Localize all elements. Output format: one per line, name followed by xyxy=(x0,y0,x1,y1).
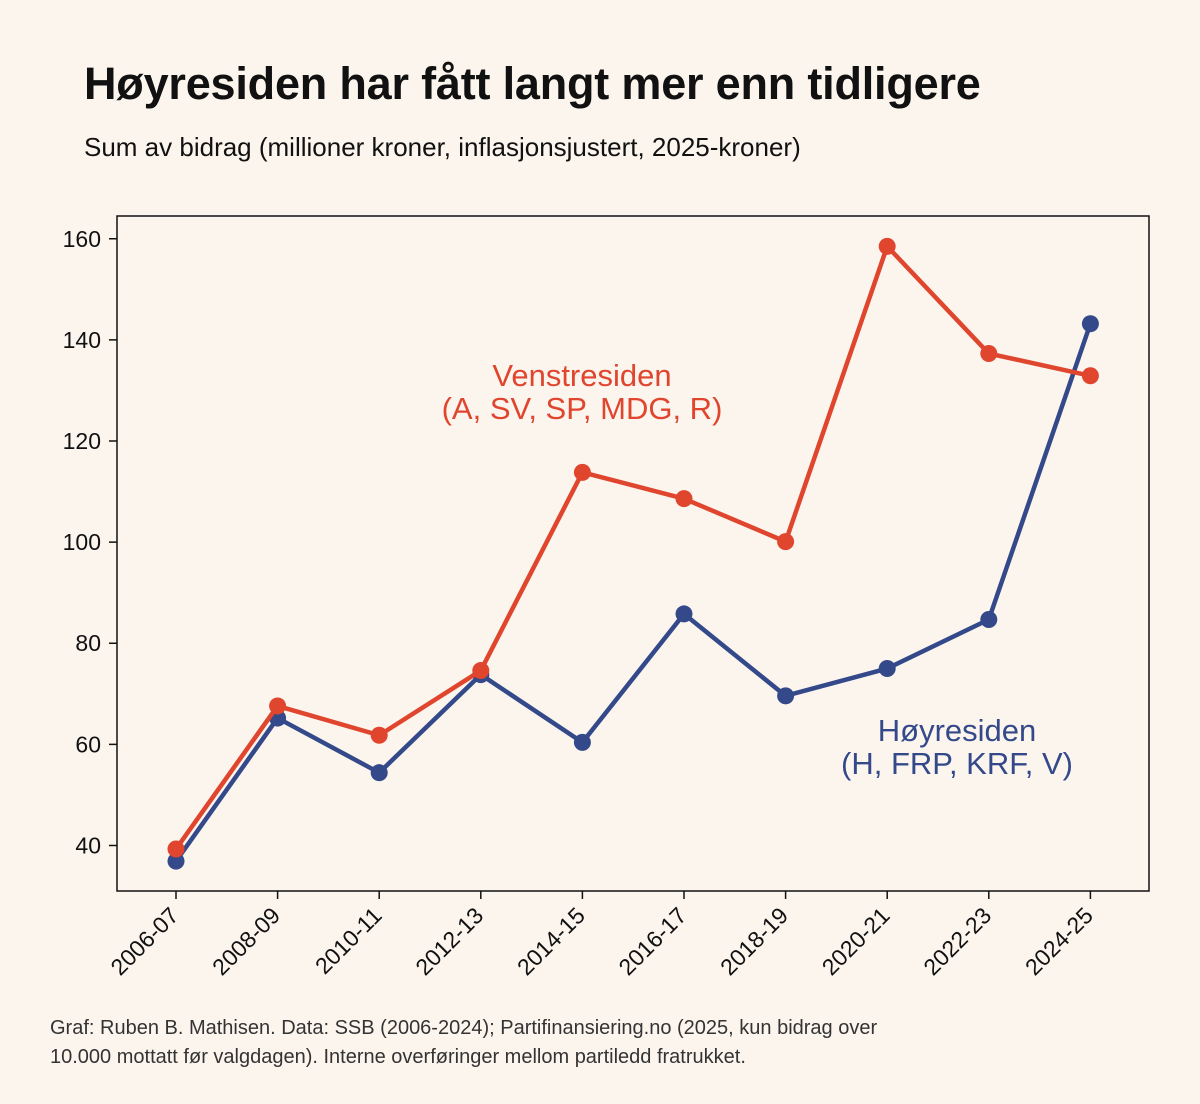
y-tick-label: 100 xyxy=(63,529,101,555)
x-tick-label: 2022-23 xyxy=(918,902,996,980)
series-layer xyxy=(167,237,1099,870)
series-label-hoyre-line1: Høyresiden xyxy=(878,713,1037,748)
data-point-venstre xyxy=(472,662,490,680)
y-axis: 40 60 80 100 120 140 160 xyxy=(63,226,117,858)
y-tick-label: 60 xyxy=(75,731,101,757)
x-tick-label: 2016-17 xyxy=(613,902,691,980)
y-tick-label: 80 xyxy=(75,630,101,656)
series-labels: Venstresiden (A, SV, SP, MDG, R) Høyresi… xyxy=(442,358,1073,781)
data-point-hoyre xyxy=(675,605,693,623)
y-tick-label: 120 xyxy=(63,428,101,454)
data-point-venstre xyxy=(269,697,287,715)
series-label-venstre-line2: (A, SV, SP, MDG, R) xyxy=(442,391,723,426)
plot-frame xyxy=(116,215,1150,892)
y-tick-label: 160 xyxy=(63,226,101,252)
x-axis: 2006-07 2008-09 2010-11 2012-13 2014-15 2016-… xyxy=(105,891,1098,980)
data-point-venstre xyxy=(573,463,591,481)
series-label-venstre-line1: Venstresiden xyxy=(492,358,671,393)
caption-line-1: Graf: Ruben B. Mathisen. Data: SSB (2006… xyxy=(50,1017,878,1039)
y-tick-label: 40 xyxy=(75,832,101,858)
data-point-venstre xyxy=(777,533,795,551)
chart-subtitle: Sum av bidrag (millioner kroner, inflasj… xyxy=(84,132,801,162)
x-tick-label: 2006-07 xyxy=(105,902,183,980)
chart-title: Høyresiden har fått langt mer enn tidlig… xyxy=(84,58,981,109)
data-point-hoyre xyxy=(878,660,896,678)
x-tick-label: 2024-25 xyxy=(1020,902,1098,980)
series-line-hoyre xyxy=(173,321,1093,864)
series-venstre xyxy=(167,237,1099,858)
data-point-venstre xyxy=(167,840,185,858)
x-tick-label: 2014-15 xyxy=(512,902,590,980)
data-point-hoyre xyxy=(573,733,591,751)
data-point-venstre xyxy=(878,237,896,255)
series-line-venstre xyxy=(173,244,1093,852)
y-tick-label: 140 xyxy=(63,327,101,353)
series-hoyre xyxy=(167,315,1099,870)
series-label-hoyre-line2: (H, FRP, KRF, V) xyxy=(841,746,1073,781)
data-point-hoyre xyxy=(777,687,795,705)
data-point-venstre xyxy=(1081,367,1099,385)
data-point-venstre xyxy=(370,726,388,744)
data-point-venstre xyxy=(675,490,693,508)
caption-line-2: 10.000 mottatt før valgdagen). Interne o… xyxy=(50,1046,746,1068)
data-point-hoyre xyxy=(167,852,185,870)
data-point-hoyre xyxy=(370,764,388,782)
x-tick-label: 2018-19 xyxy=(715,902,793,980)
x-tick-label: 2008-09 xyxy=(207,902,285,980)
x-tick-label: 2020-21 xyxy=(817,902,895,980)
x-tick-label: 2010-11 xyxy=(310,902,387,979)
data-point-venstre xyxy=(980,345,998,363)
source-caption: Graf: Ruben B. Mathisen. Data: SSB (2006… xyxy=(50,1014,1110,1072)
data-point-hoyre xyxy=(980,610,998,628)
data-point-hoyre xyxy=(1081,315,1099,333)
x-tick-label: 2012-13 xyxy=(410,902,488,980)
